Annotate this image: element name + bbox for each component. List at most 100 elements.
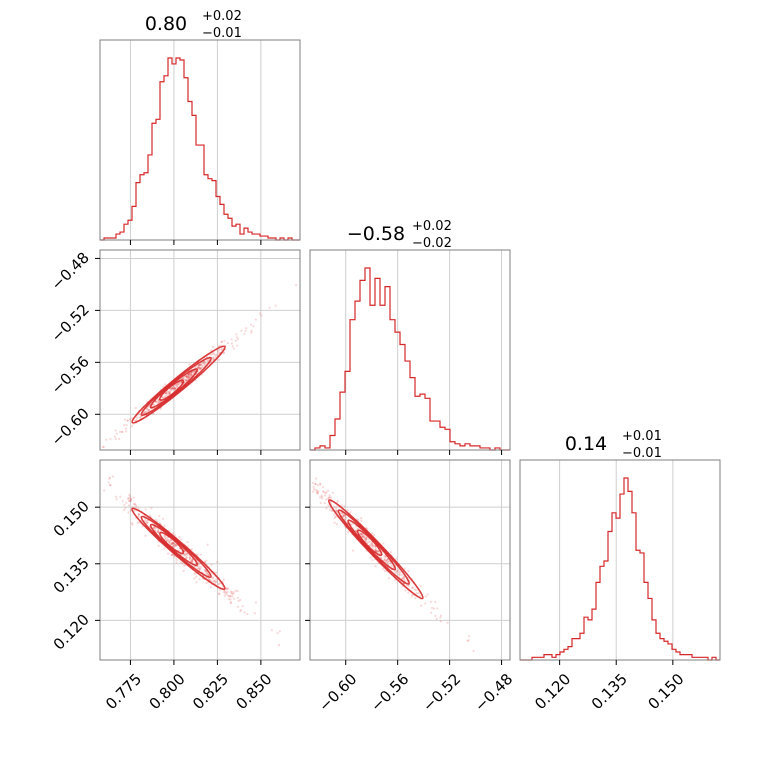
scatter-point	[407, 584, 410, 588]
scatter-point	[170, 389, 173, 392]
scatter-point	[236, 596, 239, 599]
contour-line	[159, 379, 185, 401]
scatter-point	[223, 594, 226, 597]
scatter-point	[168, 392, 171, 395]
scatter-point	[158, 514, 161, 517]
panel-frame	[309, 459, 511, 661]
scatter-point	[211, 577, 214, 580]
scatter-point	[387, 560, 390, 564]
scatter-point	[407, 591, 410, 594]
scatter-point	[191, 559, 194, 562]
scatter-point	[203, 568, 207, 572]
scatter-point	[187, 377, 191, 380]
scatter-point	[218, 582, 221, 585]
scatter-point	[171, 541, 175, 545]
scatter-point	[215, 353, 219, 356]
scatter-point	[194, 369, 197, 372]
scatter-point	[122, 424, 126, 427]
scatter-point	[191, 559, 194, 563]
scatter-point	[178, 381, 182, 385]
scatter-point	[402, 577, 405, 580]
scatter-point	[312, 488, 316, 491]
scatter-point	[163, 547, 166, 550]
scatter-point	[389, 551, 393, 554]
scatter-point	[185, 375, 188, 378]
scatter-point	[156, 530, 160, 534]
scatter-point	[125, 501, 128, 504]
scatter-point	[187, 373, 190, 376]
scatter-point	[328, 496, 331, 499]
scatter-point	[191, 560, 194, 563]
scatter-point	[430, 606, 434, 609]
y-tick-label-y: −0.52	[48, 300, 93, 345]
scatter-point	[361, 535, 364, 538]
scatter-point	[195, 575, 198, 578]
scatter-point	[258, 312, 262, 315]
param-title-upper-x: +0.02	[202, 9, 242, 24]
scatter-point	[213, 580, 216, 583]
scatter-point	[173, 386, 176, 389]
scatter-point	[218, 588, 221, 592]
scatter-point	[157, 544, 160, 547]
param-title-upper-y: +0.02	[412, 219, 452, 234]
scatter-point	[230, 338, 233, 341]
scatter-point	[252, 325, 255, 328]
scatter-point	[175, 561, 178, 564]
scatter-point	[243, 611, 246, 614]
scatter-point	[198, 367, 201, 370]
scatter-point	[131, 416, 134, 420]
scatter-point	[161, 517, 164, 520]
x-tick-label-z: 0.120	[531, 670, 574, 713]
scatter-point	[394, 570, 397, 573]
contour-line	[140, 356, 212, 417]
scatter-point	[410, 586, 414, 589]
scatter-point	[361, 532, 364, 535]
param-title-z: 0.14	[565, 433, 607, 455]
scatter-point	[229, 598, 232, 601]
scatter-point	[325, 491, 328, 494]
scatter-point	[382, 542, 385, 545]
scatter-point	[147, 409, 151, 412]
scatter-point	[236, 336, 239, 339]
scatter-point	[203, 360, 206, 364]
scatter-point	[370, 542, 374, 546]
scatter-point	[163, 535, 167, 538]
scatter-point	[188, 558, 191, 561]
y-tick-label-z: 0.120	[50, 610, 93, 653]
scatter-point	[144, 508, 147, 511]
scatter-point	[232, 347, 236, 350]
scatter-point	[435, 617, 438, 620]
scatter-point	[126, 419, 129, 422]
scatter-point	[152, 526, 155, 530]
scatter-point	[226, 594, 230, 597]
scatter-point	[158, 400, 161, 403]
param-title-x: 0.80	[145, 13, 187, 35]
scatter-point	[324, 492, 327, 495]
scatter-point	[138, 513, 141, 516]
scatter-point	[128, 493, 131, 496]
scatter-point	[208, 578, 212, 581]
hist-panel-z: 0.14 +0.01 −0.01	[519, 429, 721, 665]
scatter-point	[417, 591, 420, 595]
scatter-point	[239, 598, 242, 602]
scatter-point	[212, 580, 215, 583]
scatter-point	[197, 364, 200, 367]
scatter-point	[165, 392, 168, 395]
scatter-point	[220, 340, 223, 343]
scatter-point	[121, 500, 124, 503]
scatter-point	[232, 592, 235, 595]
scatter-point	[172, 387, 176, 390]
scatter-point	[229, 601, 232, 604]
scatter-point	[383, 558, 387, 561]
scatter-point	[184, 550, 187, 553]
scatter-point	[412, 586, 415, 589]
scatter-point	[144, 519, 147, 522]
scatter-point	[316, 489, 319, 492]
scatter-point	[403, 567, 406, 570]
scatter-point	[276, 632, 279, 635]
scatter-point	[212, 356, 215, 359]
scatter-point	[472, 649, 475, 653]
scatter-point	[156, 400, 159, 403]
scatter-point	[182, 376, 185, 380]
